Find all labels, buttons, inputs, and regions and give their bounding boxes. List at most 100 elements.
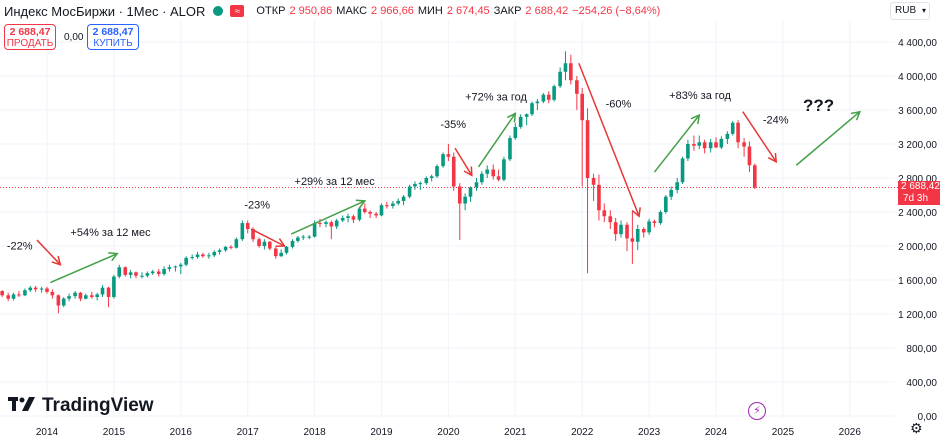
candle-body: [485, 169, 490, 174]
candle-body: [742, 142, 746, 147]
annotation-arrowhead: [275, 238, 286, 248]
annotation-arrow: [578, 62, 640, 217]
annotation-arrow: [742, 111, 777, 163]
candle-body: [123, 267, 128, 275]
candle-body: [240, 223, 245, 240]
candle-body: [435, 166, 439, 177]
annotation-arrowhead: [850, 110, 862, 121]
candle-body: [11, 294, 16, 299]
candle-body: [513, 127, 518, 139]
annotation-label: -22%: [7, 240, 33, 252]
y-tick-label: 0,00: [918, 412, 938, 423]
candle-body: [156, 271, 161, 275]
x-tick-label: 2018: [303, 427, 326, 438]
candle-body: [257, 239, 261, 246]
candle-body: [424, 178, 429, 184]
candle-body: [719, 138, 724, 148]
candle-body: [329, 222, 334, 227]
x-axis: 2014 2015 2016 2017 2018 2019 2020 2021 2022 2023…: [36, 427, 861, 438]
candle-body: [491, 169, 496, 177]
candle-body: [6, 295, 10, 299]
y-tick-label: 2 800,00: [898, 174, 937, 185]
y-tick-label: 3 600,00: [898, 106, 937, 117]
annotation-label: ???: [803, 96, 834, 115]
candle-body: [207, 255, 211, 257]
candle-body: [518, 116, 523, 127]
candle-body: [413, 183, 417, 187]
annotation-label: -24%: [763, 115, 789, 127]
open-label: ОТКР: [256, 5, 286, 17]
annotation-arrowhead: [355, 199, 367, 209]
spread-value: 0,00: [64, 32, 84, 43]
candle-body: [664, 196, 668, 212]
y-tick-label: 2 000,00: [898, 242, 937, 253]
candle-body: [441, 154, 445, 167]
candle-body: [658, 212, 663, 224]
lightning-icon[interactable]: ⚡: [748, 402, 766, 420]
low-label: МИН: [417, 5, 443, 17]
candle-body: [0, 291, 4, 296]
annotation-arrowhead: [506, 112, 517, 123]
annotation-arrowhead: [108, 252, 119, 262]
annotation-label: +54% за 12 мес: [70, 227, 151, 239]
candle-body: [179, 264, 183, 267]
tradingview-logo[interactable]: TradingView: [8, 395, 154, 417]
candle-body: [652, 221, 657, 224]
candle-body: [675, 182, 679, 190]
x-tick-label: 2022: [571, 427, 594, 438]
candle-body: [379, 205, 384, 216]
candle-body: [307, 236, 312, 238]
candle-body: [625, 224, 629, 239]
candle-body: [474, 182, 479, 188]
candle-body: [535, 101, 540, 104]
annotation-label: -60%: [606, 98, 632, 110]
annotation-arrow: [477, 112, 516, 168]
candle-body: [429, 176, 434, 178]
annotation-arrow: [795, 111, 861, 166]
candle-body: [635, 229, 640, 242]
gear-icon[interactable]: ⚙: [910, 420, 923, 436]
candle-body: [162, 268, 166, 275]
annotations: -22% +54% за 12 мес -23% +29% за 12 мес -35%…: [7, 62, 862, 284]
currency-selector[interactable]: RUB ▾: [890, 2, 930, 20]
wave-icon[interactable]: ≈: [230, 5, 245, 17]
candle-body: [401, 196, 406, 201]
annotation-arrow: [50, 252, 118, 284]
candle-body: [496, 176, 501, 180]
last-price-tag: 2 688,42 7d 3h: [898, 181, 940, 205]
candle-body: [190, 257, 194, 259]
candle-body: [45, 288, 49, 292]
annotation-arrow: [454, 147, 473, 176]
x-tick-label: 2016: [170, 427, 193, 438]
annotation-label: +72% за год: [465, 92, 527, 104]
candle-body: [50, 291, 55, 296]
candle-body: [33, 287, 38, 290]
candle-body: [267, 241, 272, 249]
candle-body: [78, 292, 83, 299]
buy-button[interactable]: 2 688,47 КУПИТЬ: [87, 24, 139, 50]
candle-body: [608, 216, 613, 223]
candle-body: [251, 229, 255, 240]
market-status-icon[interactable]: [213, 6, 224, 16]
last-price-value: 2 688,42: [901, 181, 940, 192]
candle-body: [575, 80, 579, 94]
candle-body: [90, 295, 94, 297]
candle-body: [692, 144, 696, 146]
chart-header: Индекс МосБиржи · 1Мес · ALOR ≈ ОТКР 2 95…: [0, 0, 660, 22]
annotation-label: -35%: [440, 119, 466, 131]
candle-body: [340, 217, 345, 221]
candle-body: [591, 178, 596, 185]
candle-body: [508, 138, 512, 160]
candle-body: [362, 208, 367, 212]
candle-body: [134, 272, 138, 276]
candle-body: [212, 251, 217, 256]
tradingview-logo-text: TradingView: [42, 395, 154, 416]
grid-lines: [0, 20, 895, 418]
symbol-title[interactable]: Индекс МосБиржи · 1Мес · ALOR: [4, 3, 206, 19]
sell-button[interactable]: 2 688,47 ПРОДАТЬ: [4, 24, 56, 50]
high-value: 2 966,66: [371, 5, 414, 17]
tradingview-logo-icon: [8, 396, 36, 417]
x-tick-label: 2026: [839, 427, 862, 438]
candle-body: [128, 272, 133, 275]
